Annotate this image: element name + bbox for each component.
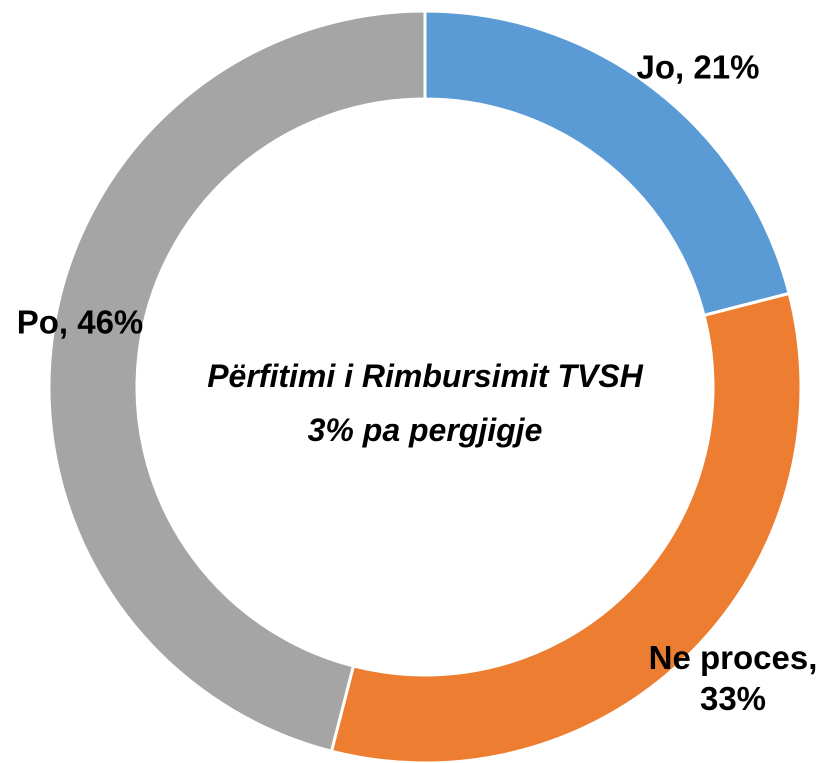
data-label: Ne proces, 33%: [648, 638, 818, 717]
center-annotation: Përfitimi i Rimbursimit TVSH: [207, 358, 643, 394]
data-label: Po, 46%: [16, 303, 144, 341]
center-annotation: 3% pa pergjigje: [307, 412, 543, 448]
donut-segment: [47, 9, 427, 754]
donut-segment: [329, 291, 803, 763]
data-label: Jo, 21%: [636, 48, 760, 86]
